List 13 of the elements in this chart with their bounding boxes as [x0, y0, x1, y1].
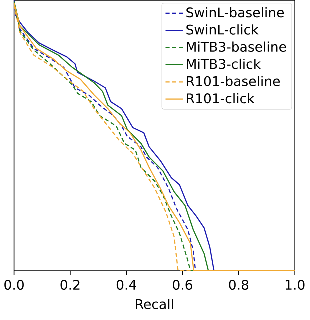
legend-label: MiTB3-baseline — [187, 42, 286, 52]
x-tick-label: 0.0 — [4, 280, 24, 290]
legend-label: MiTB3-click — [187, 58, 261, 70]
x-tick-label: 0.8 — [229, 280, 249, 290]
legend-label: SwinL-click — [186, 24, 259, 35]
x-axis-title: Recall — [136, 299, 174, 310]
x-tick-label: 0.4 — [116, 280, 136, 290]
legend-label: R101-baseline — [187, 76, 280, 86]
legend-label: SwinL-baseline — [186, 7, 284, 18]
x-tick-label: 0.2 — [60, 280, 80, 290]
x-tick-label: 0.6 — [173, 280, 192, 290]
legend-label: R101-click — [187, 93, 255, 104]
x-tick-label: 1.0 — [286, 280, 305, 290]
